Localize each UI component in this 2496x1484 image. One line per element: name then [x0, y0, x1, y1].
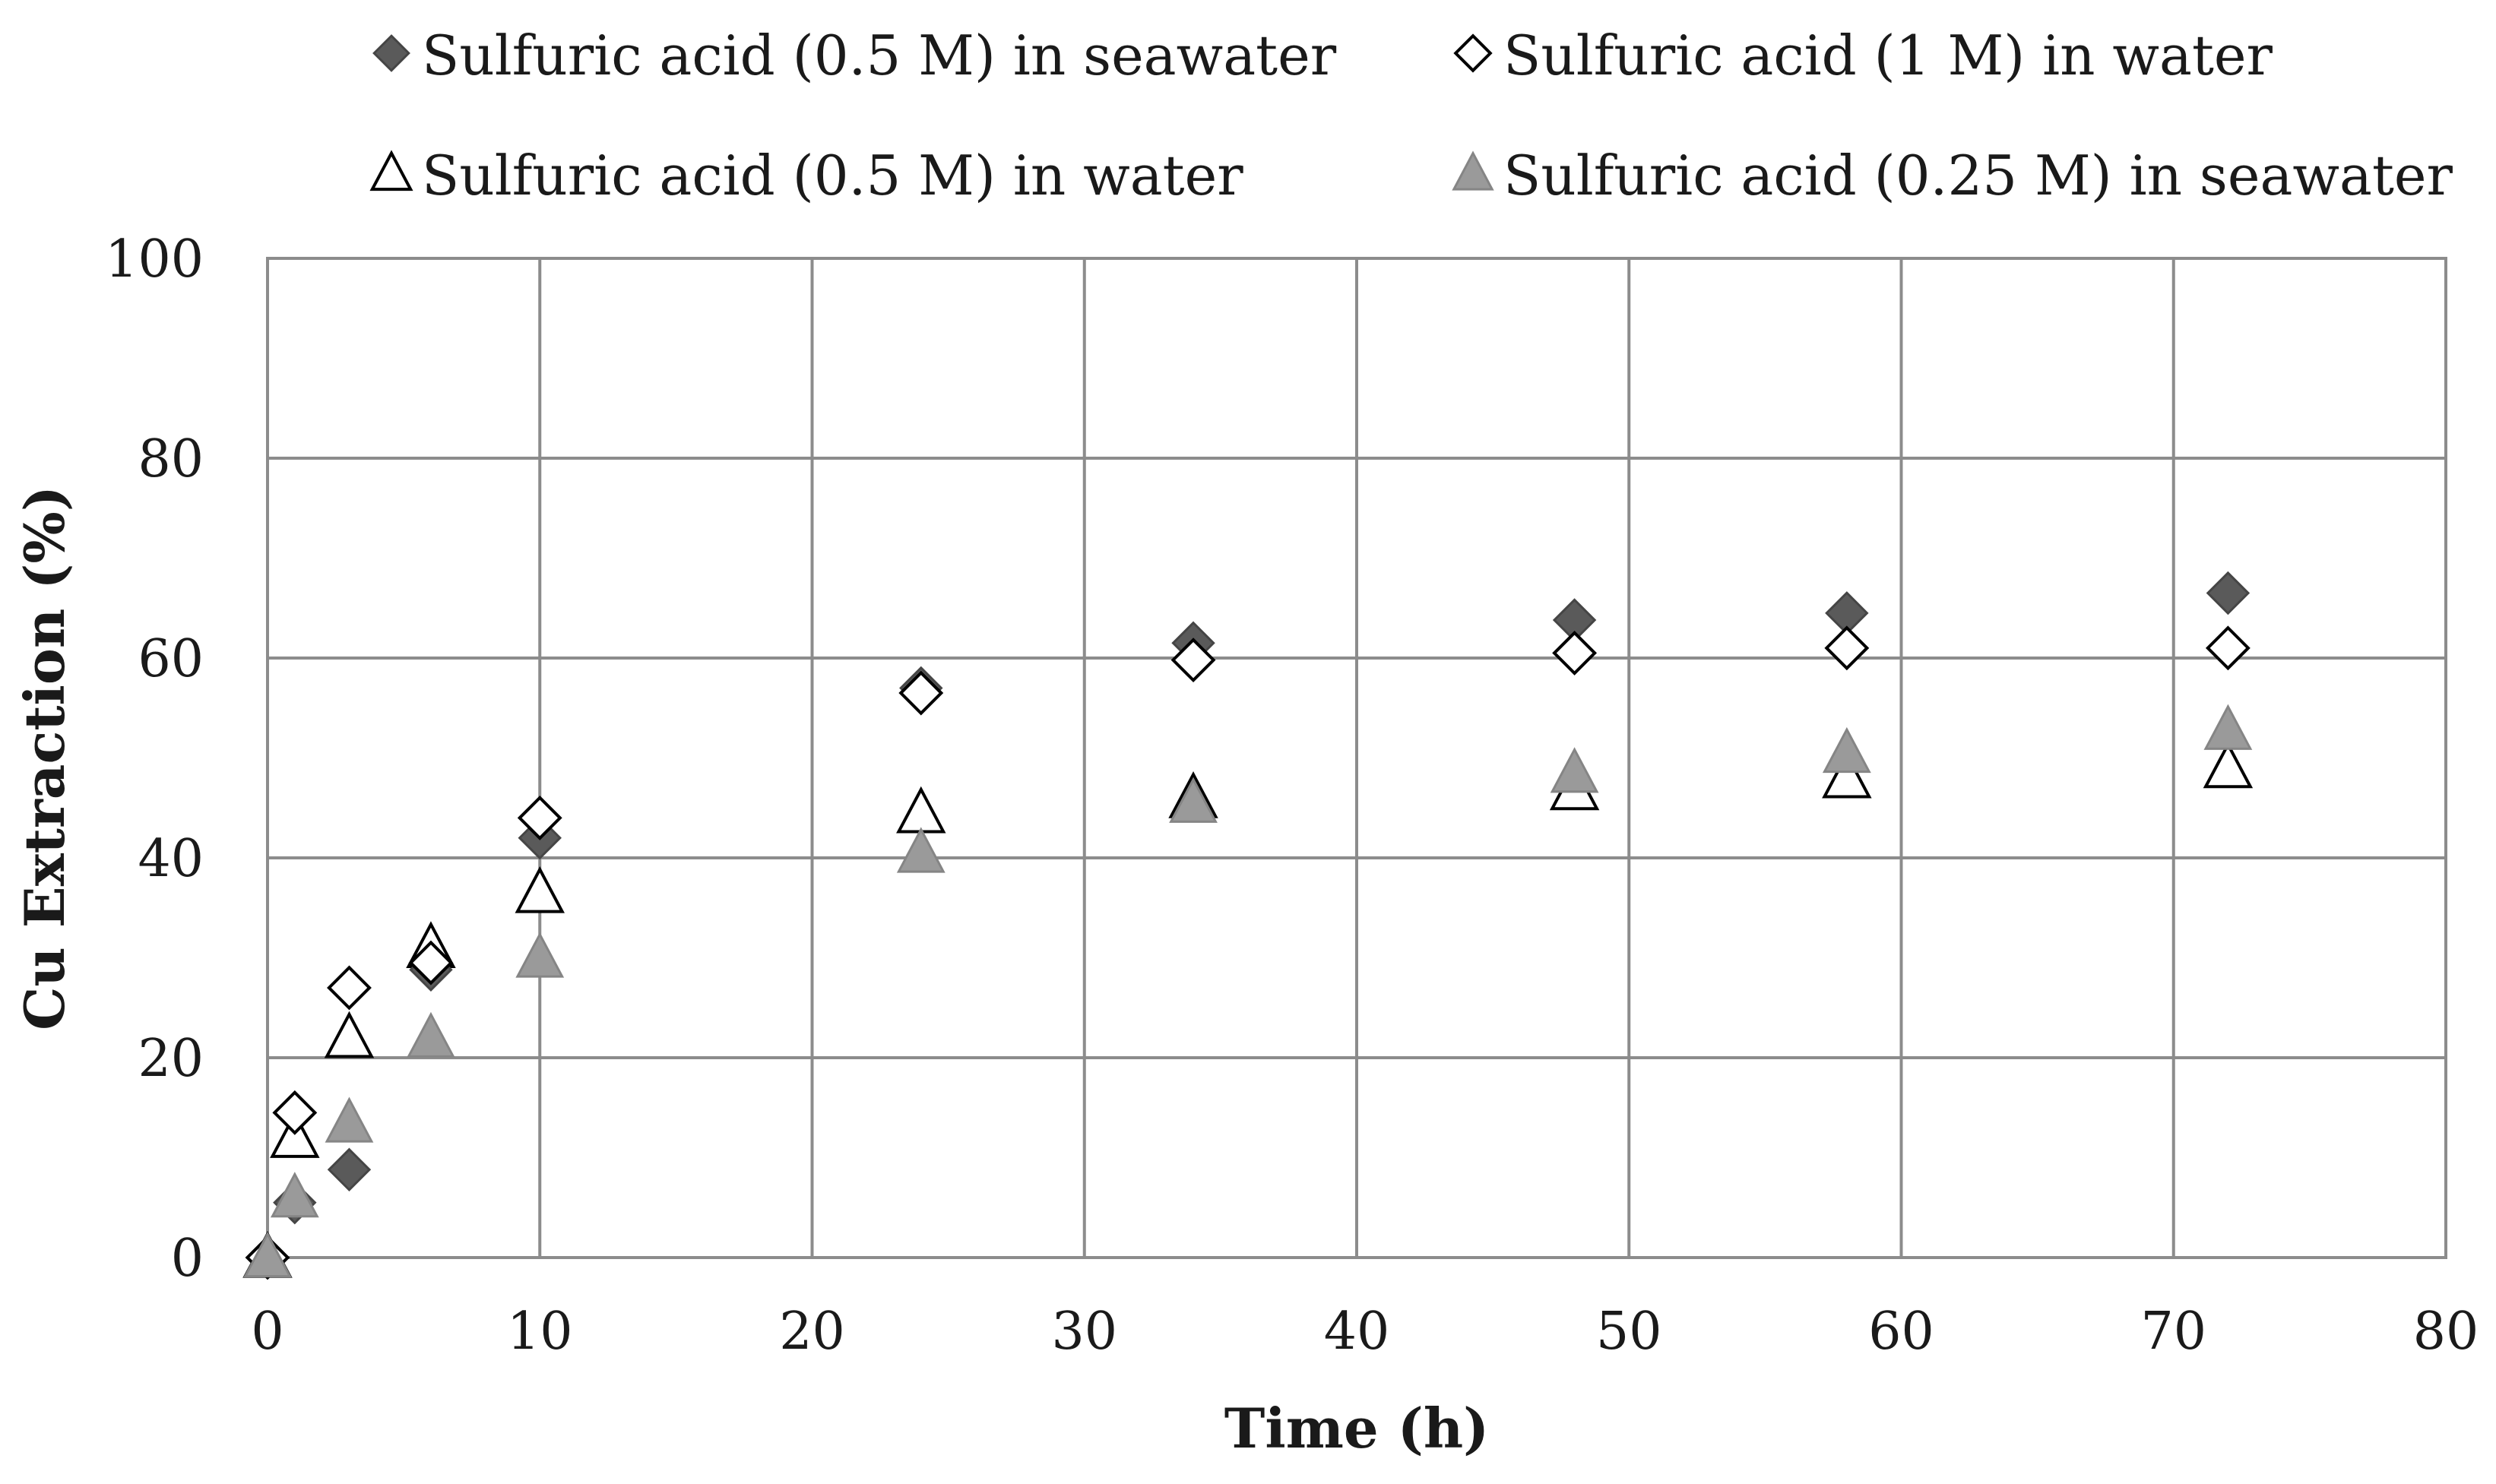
data-point-triangle-filled: [2203, 704, 2253, 750]
data-point-triangle-filled: [243, 1231, 292, 1278]
data-point-diamond-filled: [2206, 571, 2251, 615]
data-point-triangle-open: [896, 786, 946, 834]
x-tick-label: 80: [2413, 1302, 2479, 1362]
legend-marker-diamond-open: [1453, 33, 1493, 73]
legend-label: Sulfuric acid (0.25 M) in seawater: [1503, 144, 2453, 207]
data-point-triangle-filled: [407, 1011, 455, 1058]
data-point-diamond-open: [327, 965, 372, 1011]
data-point-diamond-open: [1824, 625, 1870, 671]
data-point-triangle-filled: [270, 1172, 319, 1218]
data-point-diamond-open: [517, 795, 562, 840]
data-point-triangle-open: [270, 1111, 320, 1158]
chart-legend: Sulfuric acid (0.5 M) in seawater Sulfuri…: [369, 24, 2453, 207]
data-point-triangle-open: [2203, 741, 2254, 789]
legend-marker-triangle-filled: [1452, 150, 1494, 191]
legend-item: Sulfuric acid (0.5 M) in water: [369, 144, 1243, 207]
legend-label: Sulfuric acid (0.5 M) in seawater: [422, 24, 1337, 87]
y-tick-label: 60: [138, 629, 204, 689]
x-tick-label: 40: [1324, 1302, 1390, 1362]
data-point-diamond-open: [1552, 630, 1598, 676]
data-point-triangle-filled: [325, 1096, 374, 1143]
legend-marker-triangle-open: [369, 150, 413, 191]
data-point-triangle-filled: [1822, 726, 1871, 774]
data-point-diamond-open: [408, 940, 454, 986]
data-point-diamond-open: [272, 1090, 318, 1135]
data-point-triangle-open: [1822, 751, 1872, 799]
plot-area-frame: [266, 257, 2447, 1259]
legend-label: Sulfuric acid (1 M) in water: [1503, 24, 2273, 87]
y-tick-label: 0: [171, 1229, 204, 1289]
y-tick-label: 20: [138, 1029, 204, 1089]
legend-item: Sulfuric acid (0.25 M) in seawater: [1452, 144, 2453, 207]
x-axis-title: Time (h): [1224, 1396, 1489, 1460]
data-point-diamond-filled: [327, 1147, 372, 1192]
x-tick-label: 30: [1051, 1302, 1117, 1362]
y-tick-label: 40: [138, 829, 204, 889]
axis-tick-labels: 0 10 20 30 40 50 60 70 80 0 20 40 60 80 100: [105, 229, 2479, 1362]
y-tick-label: 80: [138, 429, 204, 489]
data-point-diamond-open: [2205, 625, 2251, 671]
legend-item: Sulfuric acid (0.5 M) in seawater: [372, 24, 1337, 87]
data-point-diamond-open: [1170, 638, 1216, 683]
x-tick-label: 0: [251, 1302, 283, 1362]
data-point-triangle-open: [324, 1011, 375, 1058]
data-point-triangle-filled: [1550, 747, 1599, 793]
y-tick-label: 100: [105, 229, 204, 290]
chart-gridlines: [266, 257, 2447, 1259]
series-diamond-filled: [245, 571, 2251, 1280]
legend-marker-diamond-filled: [372, 34, 410, 72]
legend-item: Sulfuric acid (1 M) in water: [1453, 24, 2273, 87]
data-point-diamond-open: [898, 670, 944, 716]
x-tick-label: 10: [507, 1302, 573, 1362]
data-point-triangle-filled: [515, 932, 565, 978]
legend-label: Sulfuric acid (0.5 M) in water: [422, 144, 1243, 207]
data-point-triangle-open: [515, 865, 565, 913]
data-point-triangle-filled: [896, 827, 946, 873]
x-tick-label: 70: [2140, 1302, 2206, 1362]
y-axis-title: Cu Extraction (%): [12, 486, 77, 1030]
x-tick-label: 50: [1596, 1302, 1662, 1362]
data-point-triangle-filled: [1169, 777, 1218, 823]
series-diamond-open: [245, 625, 2251, 1280]
x-tick-label: 20: [779, 1302, 845, 1362]
series-triangle-filled: [243, 704, 2253, 1278]
data-series: [242, 571, 2254, 1280]
x-tick-label: 60: [1868, 1302, 1934, 1362]
